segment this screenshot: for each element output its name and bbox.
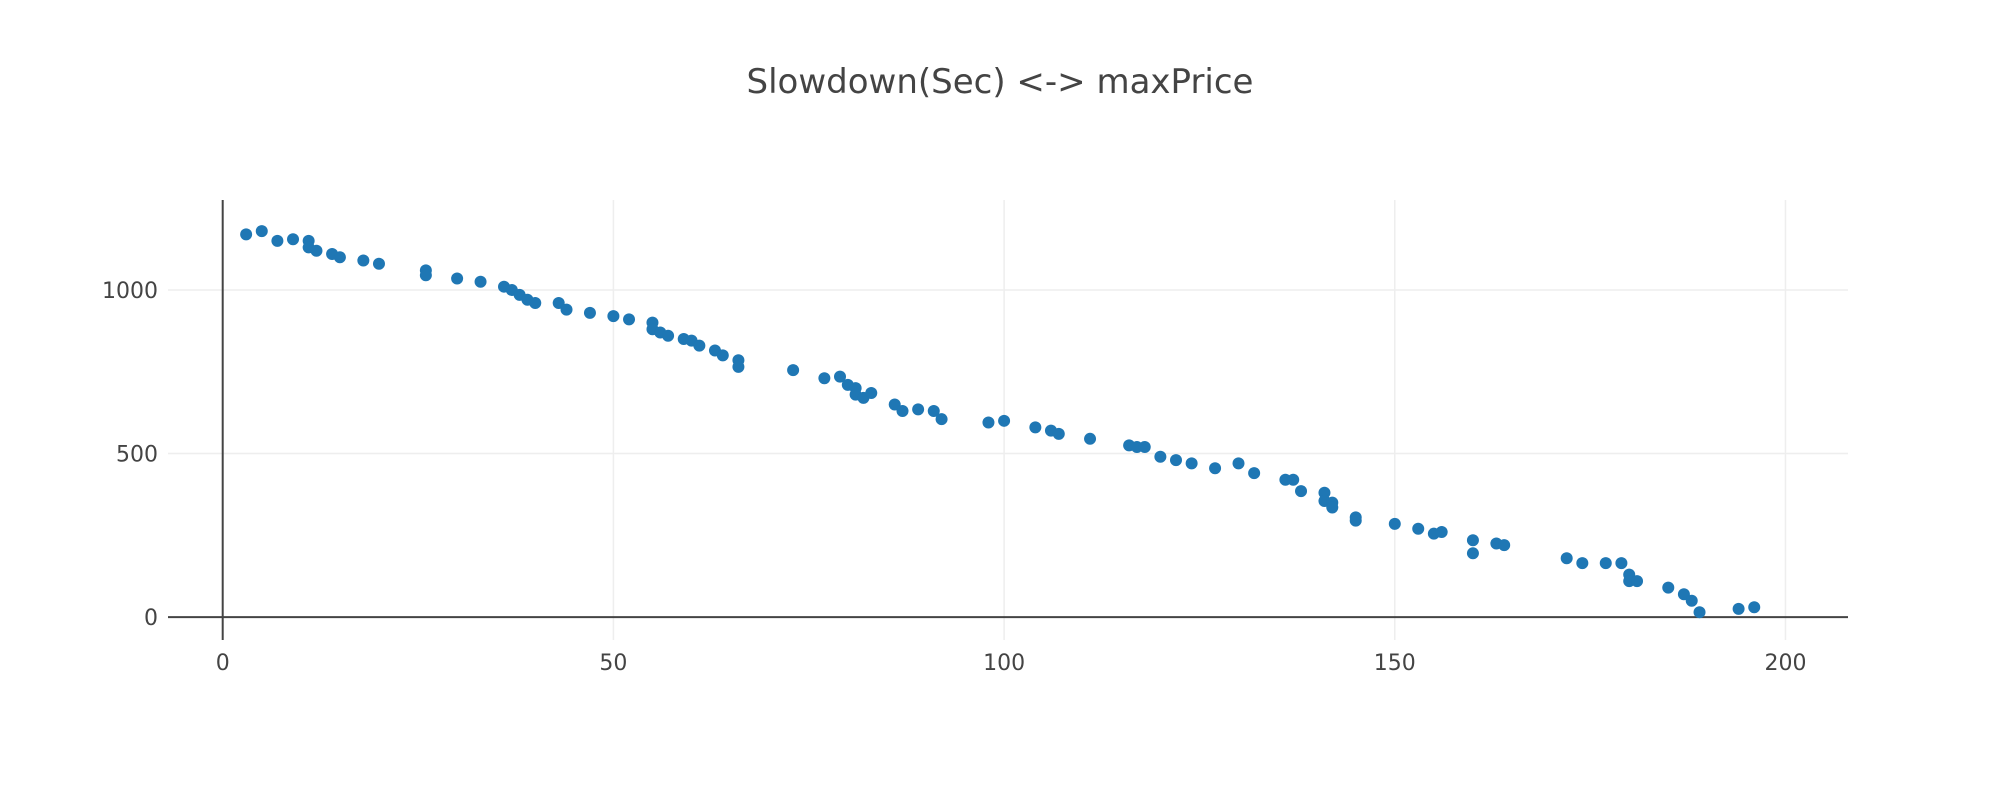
data-point (1029, 421, 1042, 434)
data-point (1052, 427, 1065, 440)
data-point (1576, 557, 1589, 570)
data-point (1435, 526, 1448, 539)
data-point (310, 244, 323, 257)
data-point (607, 310, 620, 323)
x-tick-label: 200 (1764, 651, 1806, 676)
x-tick-label: 150 (1374, 651, 1416, 676)
data-point (1732, 602, 1745, 615)
data-point (1185, 457, 1198, 470)
data-point (1287, 473, 1300, 486)
data-point (1388, 517, 1401, 530)
data-point (927, 405, 940, 418)
data-point (693, 339, 706, 352)
data-point (1138, 440, 1151, 453)
data-point (1154, 450, 1167, 463)
data-point (1326, 501, 1339, 514)
x-tick-label: 50 (599, 651, 627, 676)
data-point (1685, 594, 1698, 607)
y-tick-label: 0 (144, 606, 158, 631)
data-point (357, 254, 370, 267)
data-point (716, 349, 729, 362)
data-point (583, 306, 596, 319)
x-tick-label: 100 (983, 651, 1025, 676)
data-point (623, 313, 636, 326)
data-point (1466, 547, 1479, 560)
data-point (451, 272, 464, 285)
data-point (474, 275, 487, 288)
data-point (1631, 575, 1644, 588)
data-point (419, 269, 432, 282)
y-tick-label: 1000 (102, 279, 158, 304)
data-point (1560, 552, 1573, 565)
data-point (1295, 485, 1308, 498)
data-point (1662, 581, 1675, 594)
data-point (255, 225, 268, 238)
y-tick-label: 500 (116, 443, 158, 468)
data-point (1615, 557, 1628, 570)
data-point (240, 228, 253, 241)
data-point (662, 329, 675, 342)
data-point (1599, 557, 1612, 570)
data-point (529, 297, 542, 310)
data-point (982, 416, 995, 429)
data-point (1412, 522, 1425, 535)
data-point (935, 413, 948, 426)
chart-title: Slowdown(Sec) <-> maxPrice (746, 62, 1254, 102)
data-point (1693, 606, 1706, 619)
data-point (1466, 534, 1479, 547)
data-point (372, 257, 385, 270)
data-point (287, 233, 300, 246)
data-point (1498, 539, 1511, 552)
data-point (787, 364, 800, 377)
data-point (560, 303, 573, 316)
data-point (333, 251, 346, 264)
data-point (1232, 457, 1245, 470)
data-point (271, 234, 284, 247)
x-tick-label: 0 (216, 651, 230, 676)
data-point (818, 372, 831, 385)
data-point (1748, 601, 1761, 614)
data-point (1209, 462, 1222, 475)
data-point (912, 403, 925, 416)
data-point (1170, 454, 1182, 467)
data-point (1084, 432, 1097, 445)
data-point (834, 370, 846, 383)
data-point (998, 414, 1011, 427)
data-point (732, 360, 745, 373)
data-point (1248, 467, 1261, 480)
data-point (896, 405, 909, 418)
data-point (1349, 514, 1362, 527)
data-point (865, 387, 878, 400)
